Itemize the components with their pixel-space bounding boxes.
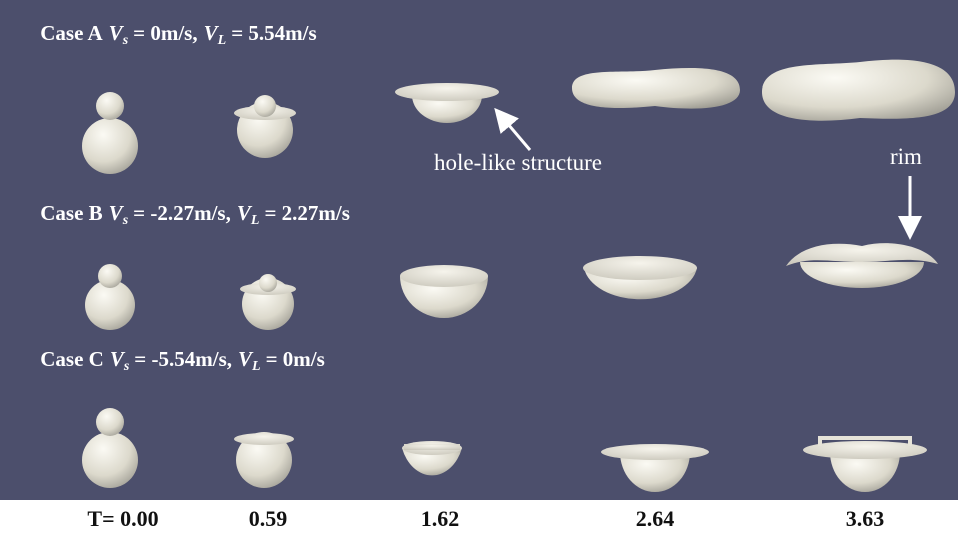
figure: Case AVs= 0m/s,VL= 5.54m/s Case BVs= -2.… [0, 0, 958, 538]
time-label: 2.64 [636, 506, 675, 531]
annotation: hole-like structure [434, 150, 602, 175]
time-label: 0.59 [249, 506, 288, 531]
annotation: rim [890, 144, 922, 169]
page: Case AVs= 0m/s,VL= 5.54m/s Case BVs= -2.… [0, 0, 958, 538]
time-label: T= 0.00 [87, 506, 158, 531]
time-label: 1.62 [421, 506, 460, 531]
time-label: 3.63 [846, 506, 885, 531]
